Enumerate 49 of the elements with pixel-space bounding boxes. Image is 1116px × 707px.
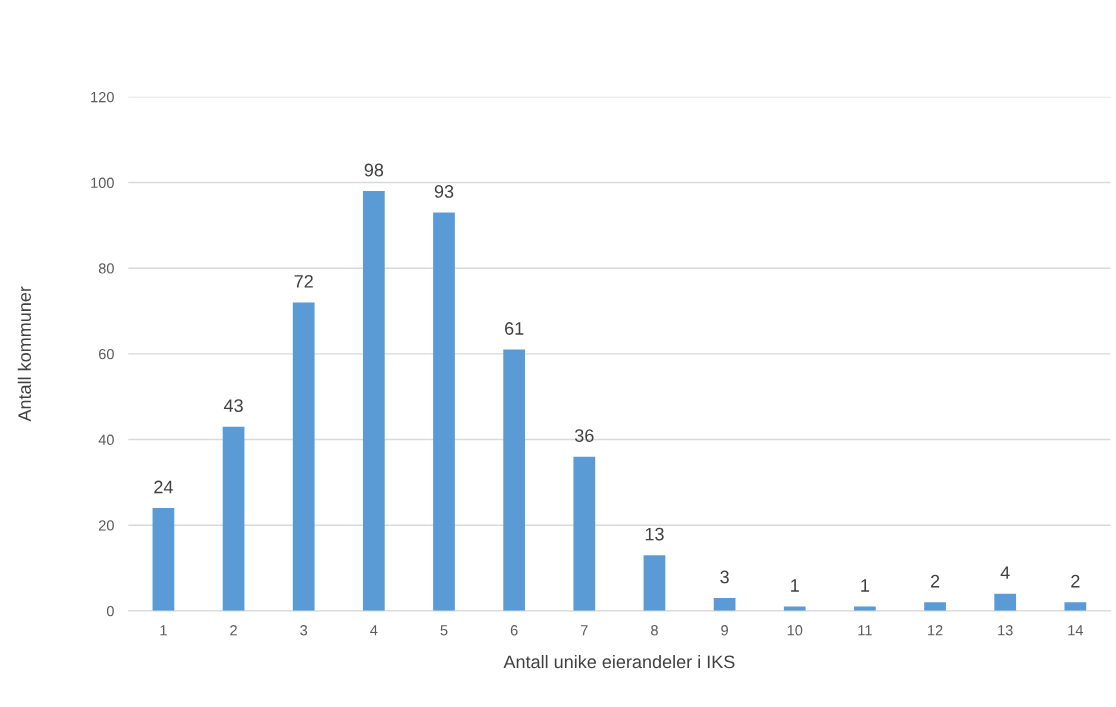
y-tick-label: 40 (98, 434, 114, 445)
data-label: 3 (720, 570, 729, 584)
data-label: 2 (1071, 574, 1080, 588)
x-tick-label: 2 (230, 625, 237, 636)
bar (1064, 602, 1087, 611)
x-tick-label: 3 (300, 625, 308, 636)
y-axis-title: Antall kommuner (17, 286, 31, 422)
data-label: 98 (364, 163, 384, 177)
bar (573, 456, 596, 611)
bar (152, 508, 175, 611)
data-label: 13 (645, 527, 664, 541)
y-tick-label: 20 (98, 520, 114, 531)
bar (713, 598, 736, 611)
y-tick-label: 100 (91, 177, 114, 188)
data-label: 43 (223, 399, 243, 412)
y-tick-label: 60 (98, 348, 114, 360)
data-label: 72 (294, 274, 313, 288)
bar (994, 593, 1017, 611)
data-label: 61 (505, 322, 524, 335)
x-tick-label: 12 (928, 625, 943, 636)
data-label: 36 (574, 429, 594, 442)
x-tick-label: 5 (440, 625, 448, 636)
data-label: 4 (1000, 566, 1010, 579)
x-axis-title: Antall unike eierandeler i IKS (503, 655, 735, 669)
y-tick-label: 80 (98, 263, 114, 274)
bar (222, 426, 245, 611)
bar (433, 212, 455, 611)
data-label: 1 (861, 579, 870, 592)
y-tick-label: 0 (106, 605, 114, 617)
y-tick-label: 120 (91, 91, 114, 103)
bar (924, 602, 946, 611)
x-tick-label: 4 (370, 625, 378, 636)
x-tick-label: 10 (787, 625, 803, 636)
data-label: 24 (154, 480, 173, 494)
data-label: 93 (434, 185, 454, 198)
x-tick-label: 11 (858, 625, 872, 636)
x-tick-label: 1 (160, 625, 167, 636)
bar (292, 302, 315, 611)
x-tick-label: 14 (1068, 625, 1084, 636)
data-label: 2 (930, 574, 940, 588)
data-label: 1 (791, 579, 799, 592)
x-tick-label: 8 (651, 625, 658, 636)
bar (362, 191, 385, 611)
x-tick-label: 13 (998, 625, 1013, 636)
bar (503, 349, 526, 611)
x-tick-label: 6 (510, 625, 518, 636)
bar (643, 555, 666, 611)
x-tick-label: 7 (581, 625, 588, 636)
x-tick-label: 9 (721, 625, 728, 636)
